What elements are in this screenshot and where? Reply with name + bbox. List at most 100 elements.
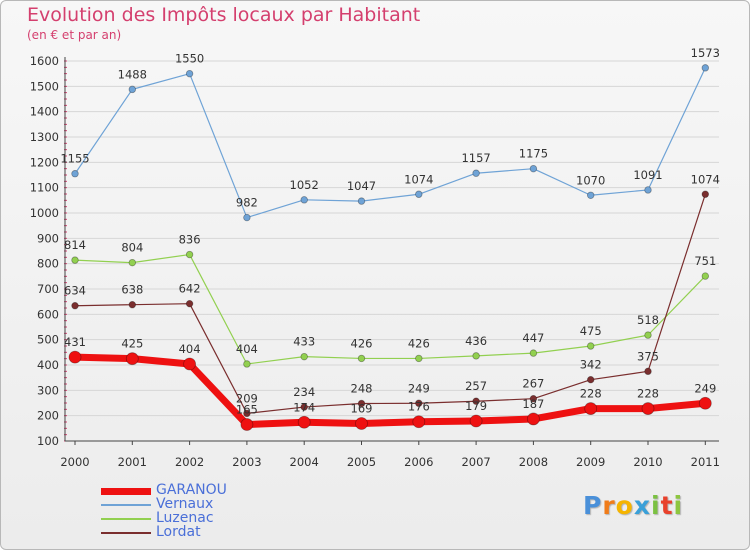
data-label-luzenac: 518	[637, 313, 659, 327]
legend-item-lordat: Lordat	[101, 524, 301, 540]
y-tick-label: 500	[37, 333, 59, 347]
y-tick-label: 1500	[30, 79, 59, 93]
data-label-luzenac: 804	[121, 241, 143, 255]
chart-subtitle: (en € et par an)	[27, 28, 122, 42]
x-tick-label: 2008	[519, 455, 548, 469]
data-point-lordat	[587, 375, 595, 384]
x-tick-label: 2007	[461, 455, 490, 469]
x-tick-label: 2006	[404, 455, 433, 469]
x-tick-label: 2001	[118, 455, 147, 469]
y-tick-label: 400	[37, 358, 59, 372]
data-label-vernaux: 1047	[347, 179, 376, 193]
legend-label-vernaux: Vernaux	[156, 496, 214, 512]
legend-swatch-vernaux	[101, 504, 151, 506]
legend-label-lordat: Lordat	[156, 524, 201, 540]
data-label-lordat: 248	[351, 382, 373, 396]
data-label-luzenac: 836	[179, 233, 201, 247]
data-point-lordat	[415, 399, 423, 407]
data-point-lordat	[529, 394, 538, 403]
data-point-lordat	[357, 399, 366, 408]
data-label-vernaux: 1052	[290, 178, 319, 192]
proxiti-logo: Proxiti	[583, 491, 683, 520]
data-label-garanou: 165	[236, 403, 258, 417]
data-point-luzenac	[587, 342, 595, 350]
y-tick-label: 800	[37, 257, 59, 271]
x-tick-label: 2010	[633, 455, 662, 469]
data-point-garanou	[125, 352, 139, 366]
data-label-luzenac: 436	[465, 334, 487, 348]
data-point-luzenac	[357, 354, 366, 363]
x-tick-label: 2011	[691, 455, 720, 469]
data-point-luzenac	[529, 349, 538, 357]
data-point-garanou	[412, 415, 426, 429]
data-label-garanou: 179	[465, 399, 487, 413]
data-label-garanou: 187	[522, 397, 544, 411]
series-line-luzenac	[74, 253, 706, 365]
y-tick-label: 1400	[30, 105, 59, 119]
data-point-lordat	[243, 409, 251, 418]
series	[68, 64, 712, 431]
data-point-lordat	[300, 403, 308, 411]
data-label-garanou: 228	[637, 387, 659, 401]
series-line-lordat	[74, 194, 706, 414]
data-label-lordat: 375	[637, 349, 659, 363]
data-label-vernaux: 1091	[633, 168, 662, 182]
y-tick-label: 100	[37, 434, 59, 448]
legend-swatch-garanou	[101, 488, 151, 495]
data-point-lordat	[128, 301, 136, 309]
data-point-garanou	[698, 396, 712, 410]
series-line-garanou	[74, 353, 706, 429]
data-label-garanou: 228	[580, 387, 602, 401]
data-point-vernaux	[357, 197, 366, 205]
data-point-vernaux	[472, 169, 480, 177]
legend-item-luzenac: Luzenac	[101, 510, 301, 526]
logo-letter: x	[633, 491, 651, 520]
data-label-vernaux: 1074	[404, 172, 433, 186]
data-point-vernaux	[243, 213, 251, 222]
data-point-luzenac	[71, 256, 79, 264]
data-label-luzenac: 433	[293, 335, 315, 349]
logo-letter: o	[615, 491, 634, 520]
data-label-vernaux: 1157	[461, 151, 490, 165]
data-point-garanou	[355, 417, 368, 430]
data-point-garanou	[584, 402, 598, 415]
data-point-luzenac	[472, 352, 480, 360]
data-label-vernaux: 1550	[175, 52, 204, 66]
chart-title: Evolution des Impôts locaux par Habitant	[27, 4, 421, 26]
y-tick-label: 1300	[30, 130, 59, 144]
x-tick-label: 2004	[290, 455, 319, 469]
legend-label-luzenac: Luzenac	[156, 510, 214, 526]
data-point-luzenac	[128, 258, 136, 267]
data-label-luzenac: 447	[522, 331, 544, 345]
y-tick-label: 1000	[30, 206, 59, 220]
y-tick-label: 1100	[30, 181, 59, 195]
data-point-luzenac	[243, 360, 251, 368]
data-label-vernaux: 1488	[118, 67, 147, 81]
data-point-vernaux	[185, 69, 194, 78]
legend-label-garanou: GARANOU	[156, 482, 227, 498]
data-label-vernaux: 1155	[60, 152, 89, 166]
y-tick-label: 700	[37, 282, 59, 296]
x-tick-label: 2000	[60, 455, 89, 469]
data-point-garanou	[240, 418, 254, 431]
data-point-garanou	[469, 414, 483, 428]
y-tick-label: 300	[37, 383, 59, 397]
logo-letter: t	[660, 491, 674, 520]
data-point-vernaux	[128, 85, 136, 94]
logo-letter: P	[583, 491, 603, 520]
data-point-luzenac	[185, 250, 194, 259]
logo-letter: i	[673, 491, 684, 520]
x-tick-label: 2002	[175, 455, 204, 469]
data-point-garanou	[183, 357, 197, 371]
logo-letter: r	[602, 491, 616, 520]
data-label-lordat: 642	[179, 282, 201, 296]
data-point-luzenac	[644, 331, 652, 339]
data-point-lordat	[644, 367, 652, 376]
data-label-luzenac: 751	[694, 254, 716, 268]
legend: GARANOU Vernaux Luzenac Lordat	[101, 482, 301, 540]
data-point-luzenac	[701, 272, 709, 280]
data-point-luzenac	[415, 354, 423, 363]
data-point-lordat	[71, 302, 79, 310]
data-point-lordat	[701, 190, 709, 198]
